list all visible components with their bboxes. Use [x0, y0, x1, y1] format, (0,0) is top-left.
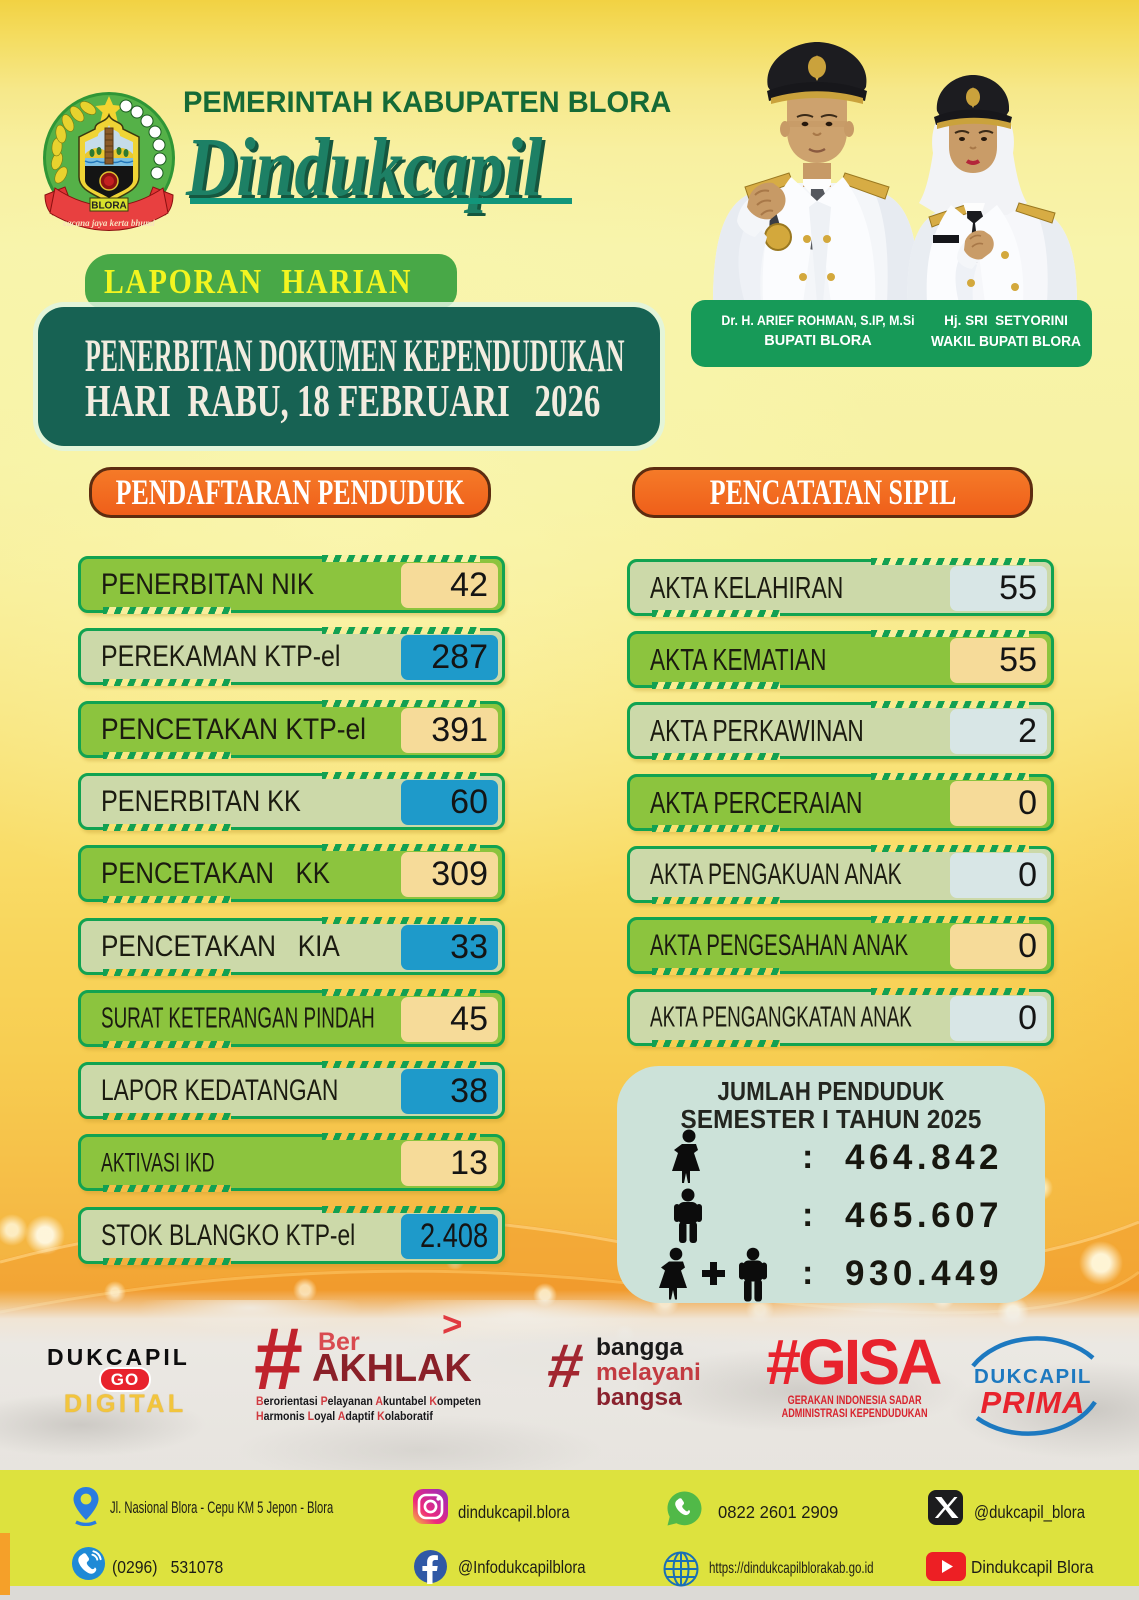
svg-text:PRIMA: PRIMA	[981, 1385, 1086, 1420]
svg-text:DUKCAPIL: DUKCAPIL	[974, 1365, 1092, 1388]
svg-text:cacana jaya kerta bhumi: cacana jaya kerta bhumi	[63, 218, 155, 228]
svg-text:BLORA: BLORA	[91, 201, 127, 212]
